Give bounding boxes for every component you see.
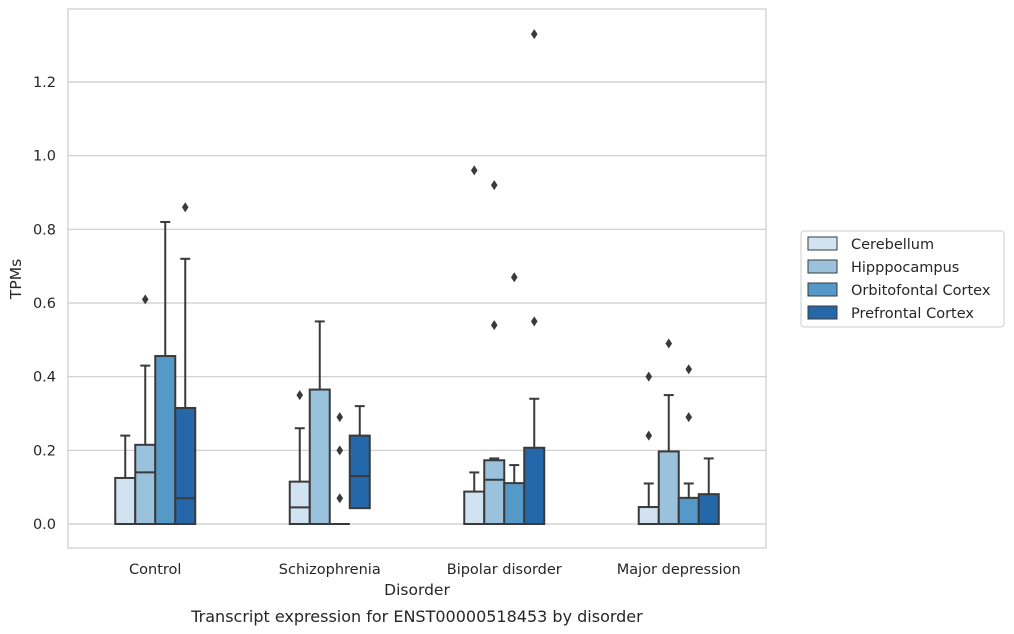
y-tick-label: 0.2 (33, 443, 56, 459)
box-body (348, 434, 371, 510)
outlier-point (141, 294, 149, 305)
box-4-2 (348, 405, 371, 510)
box-2-3 (483, 180, 506, 525)
legend-label: Prefrontal Cortex (851, 306, 974, 322)
outlier-point (510, 272, 518, 283)
outlier-point (336, 493, 344, 504)
y-tick-label: 0.0 (33, 517, 56, 533)
y-tick-labels: 0.0 0.2 0.4 0.6 0.8 1.0 1.2 (33, 75, 56, 533)
box-body (657, 450, 680, 525)
box-body (288, 480, 311, 525)
box-body (308, 388, 331, 525)
box-3-3 (503, 272, 526, 525)
figure-caption: Transcript expression for ENST0000051845… (190, 607, 643, 626)
box-body (463, 490, 486, 526)
axes-frame (67, 8, 767, 549)
outlier-point (490, 180, 498, 191)
legend-label: Hipppocampus (851, 260, 959, 276)
box-4-4 (697, 457, 720, 526)
legend-swatch (807, 282, 838, 297)
x-tick-labels: Control Schizophrenia Bipolar disorder Majo… (129, 562, 741, 578)
outlier-point (336, 412, 344, 423)
y-tick-label: 0.6 (33, 296, 56, 312)
outlier-point (490, 320, 498, 331)
outlier-point (470, 165, 478, 176)
outlier-point (665, 338, 673, 349)
box-body (503, 482, 526, 525)
box-1-4 (637, 371, 660, 526)
legend-label: Cerebellum (851, 237, 934, 253)
box-1-2 (288, 390, 311, 525)
outlier-point (685, 364, 693, 375)
outlier-point (530, 29, 538, 40)
legend-swatch (807, 236, 838, 251)
y-tick-label: 1.2 (33, 75, 56, 91)
box-body (637, 506, 660, 526)
x-tick-label: Schizophrenia (279, 562, 381, 578)
box-body (697, 493, 720, 526)
box-3-4 (677, 364, 700, 525)
box-3-1 (154, 220, 177, 526)
box-body (523, 446, 546, 526)
plot-area (114, 29, 720, 526)
legend-swatch (807, 259, 838, 274)
y-tick-label: 0.8 (33, 222, 56, 238)
box-body (483, 459, 506, 525)
box-body (154, 355, 177, 526)
y-tick-label: 1.0 (33, 149, 56, 165)
box-4-3 (523, 29, 546, 526)
outlier-point (645, 430, 653, 441)
legend-items: Cerebellum Hipppocampus Orbitofontal Corte… (807, 236, 991, 322)
box-3-2 (329, 412, 350, 525)
x-tick-label: Bipolar disorder (447, 562, 562, 578)
outlier-point (645, 371, 653, 382)
box-2-1 (134, 294, 157, 525)
legend: Cerebellum Hipppocampus Orbitofontal Corte… (800, 230, 1005, 328)
x-tick-label: Major depression (617, 562, 741, 578)
box-body (174, 406, 197, 526)
y-tick-label: 0.4 (33, 370, 56, 386)
outlier-point (685, 412, 693, 423)
outlier-point (181, 202, 189, 213)
legend-label: Orbitofontal Cortex (851, 283, 991, 299)
outlier-point (530, 316, 538, 327)
y-axis-label: TPMs (7, 259, 25, 300)
box-1-3 (463, 165, 486, 526)
box-2-4 (657, 338, 680, 525)
outlier-point (336, 445, 344, 456)
box-2-2 (308, 320, 331, 525)
box-1-1 (114, 434, 137, 526)
outlier-point (296, 390, 304, 401)
box-body (134, 443, 157, 525)
x-axis-label: Disorder (384, 581, 450, 599)
x-tick-label: Control (129, 562, 181, 578)
legend-swatch (807, 305, 838, 320)
box-4-1 (174, 202, 197, 526)
legend-frame (800, 230, 1005, 328)
box-body (677, 496, 700, 525)
box-body (114, 476, 137, 526)
